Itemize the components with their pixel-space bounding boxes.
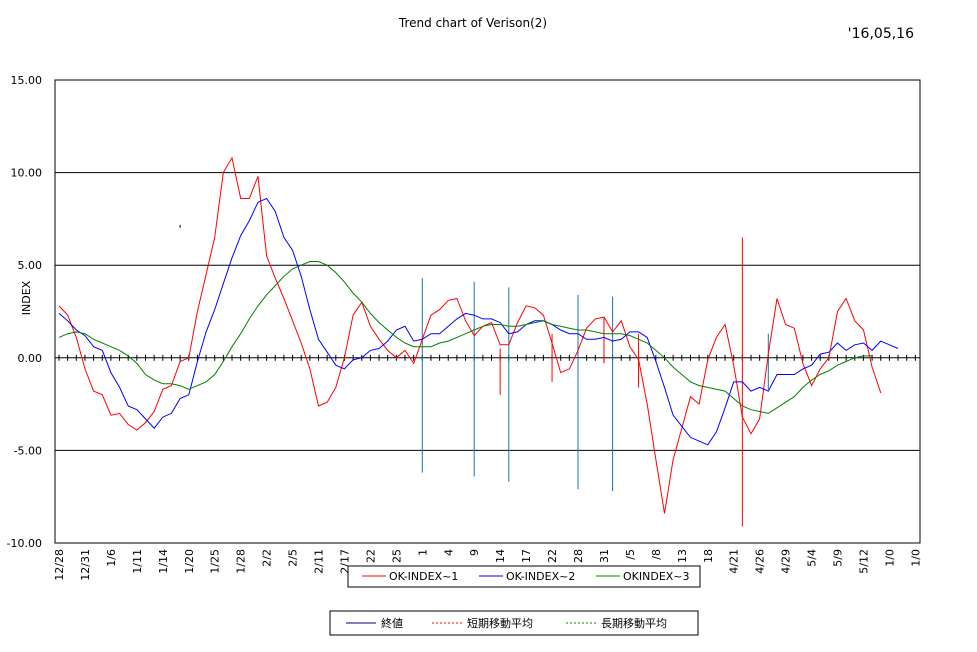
x-tick-label: 12/31: [79, 549, 92, 581]
x-tick-label: 1/28: [235, 549, 248, 574]
legend-label-ok-index-2: OK-INDEX~2: [506, 570, 575, 583]
x-tick-label: 2/2: [261, 549, 274, 567]
chart-title: Trend chart of Verison(2): [398, 16, 547, 30]
x-tick-label: 2/5: [287, 549, 300, 567]
series-ok-index-1-line: [58, 156, 882, 514]
x-tick-label: 1/6: [105, 549, 118, 567]
legend-row-2: 終値 短期移動平均 長期移動平均: [329, 610, 699, 636]
x-tick-label: 14: [494, 549, 507, 563]
x-tick-label: 1/11: [131, 549, 144, 574]
x-tick-label: 1: [416, 549, 429, 556]
x-tick-label: 28: [572, 549, 585, 563]
x-tick-label: 2/11: [313, 549, 326, 574]
x-tick-label: 17: [520, 549, 533, 563]
plot-frame: [54, 79, 921, 544]
x-tick-label: 13: [676, 549, 689, 563]
x-tick-label: 12/28: [53, 549, 66, 581]
volume-spikes: [179, 224, 769, 527]
legend-label-close: 終値: [381, 616, 403, 630]
y-tick-label: -10.00: [7, 537, 42, 550]
y-tick-labels: 15.00 10.00 5.00 0.00 -5.00 -10.00: [7, 74, 42, 550]
x-tick-label: 5/12: [857, 549, 870, 574]
series-ok-index-3-line: [58, 261, 873, 414]
y-axis-label: INDEX: [20, 280, 33, 315]
series-lines: [58, 156, 899, 514]
x-tick-label: 1/25: [209, 549, 222, 574]
legend-row-1: OK-INDEX~1 OK-INDEX~2 OKINDEX~3: [347, 565, 701, 588]
x-tick-label: 5/9: [832, 549, 845, 567]
plot-area: 15.00 10.00 5.00 0.00 -5.00 -10.00 12/28 12/31…: [7, 74, 923, 581]
legend-label-long-ma: 長期移動平均: [601, 616, 667, 630]
y-tick-label: -5.00: [14, 444, 42, 457]
x-tick-label: 1/0: [909, 549, 922, 567]
x-tick-label: 4/26: [754, 549, 767, 574]
x-tick-label: 4/29: [780, 549, 793, 574]
series-ok-index-2-line: [58, 197, 899, 446]
x-tick-label: /8: [650, 549, 663, 560]
y-tick-label: 15.00: [11, 74, 43, 87]
x-tick-label: 25: [390, 549, 403, 563]
y-tick-label: 5.00: [18, 259, 43, 272]
x-tick-label: 9: [468, 549, 481, 556]
x-tick-label: 22: [364, 549, 377, 563]
x-tick-label: 4: [442, 549, 455, 556]
x-tick-label: 4/21: [728, 549, 741, 574]
legend-label-ok-index-3: OKINDEX~3: [623, 570, 690, 583]
x-tick-label: /5: [624, 549, 637, 560]
legend-label-ok-index-1: OK-INDEX~1: [389, 570, 458, 583]
x-tick-label: 1/0: [883, 549, 896, 567]
y-tick-label: 10.00: [11, 167, 43, 180]
chart-date: '16,05,16: [848, 26, 914, 42]
grid-lines: [55, 172, 920, 451]
x-tick-label: 22: [546, 549, 559, 563]
x-tick-label: 18: [702, 549, 715, 563]
y-tick-label: 0.00: [18, 352, 43, 365]
x-tick-label: 5/4: [806, 549, 819, 567]
legend-label-short-ma: 短期移動平均: [467, 616, 533, 630]
x-tick-label: 31: [598, 549, 611, 563]
x-tick-labels: 12/28 12/31 1/6 1/11 1/14 1/20 1/25 1/28 2/2 2/5 2…: [53, 549, 922, 581]
x-tick-label: 1/20: [183, 549, 196, 574]
x-tick-label: 1/14: [157, 549, 170, 574]
